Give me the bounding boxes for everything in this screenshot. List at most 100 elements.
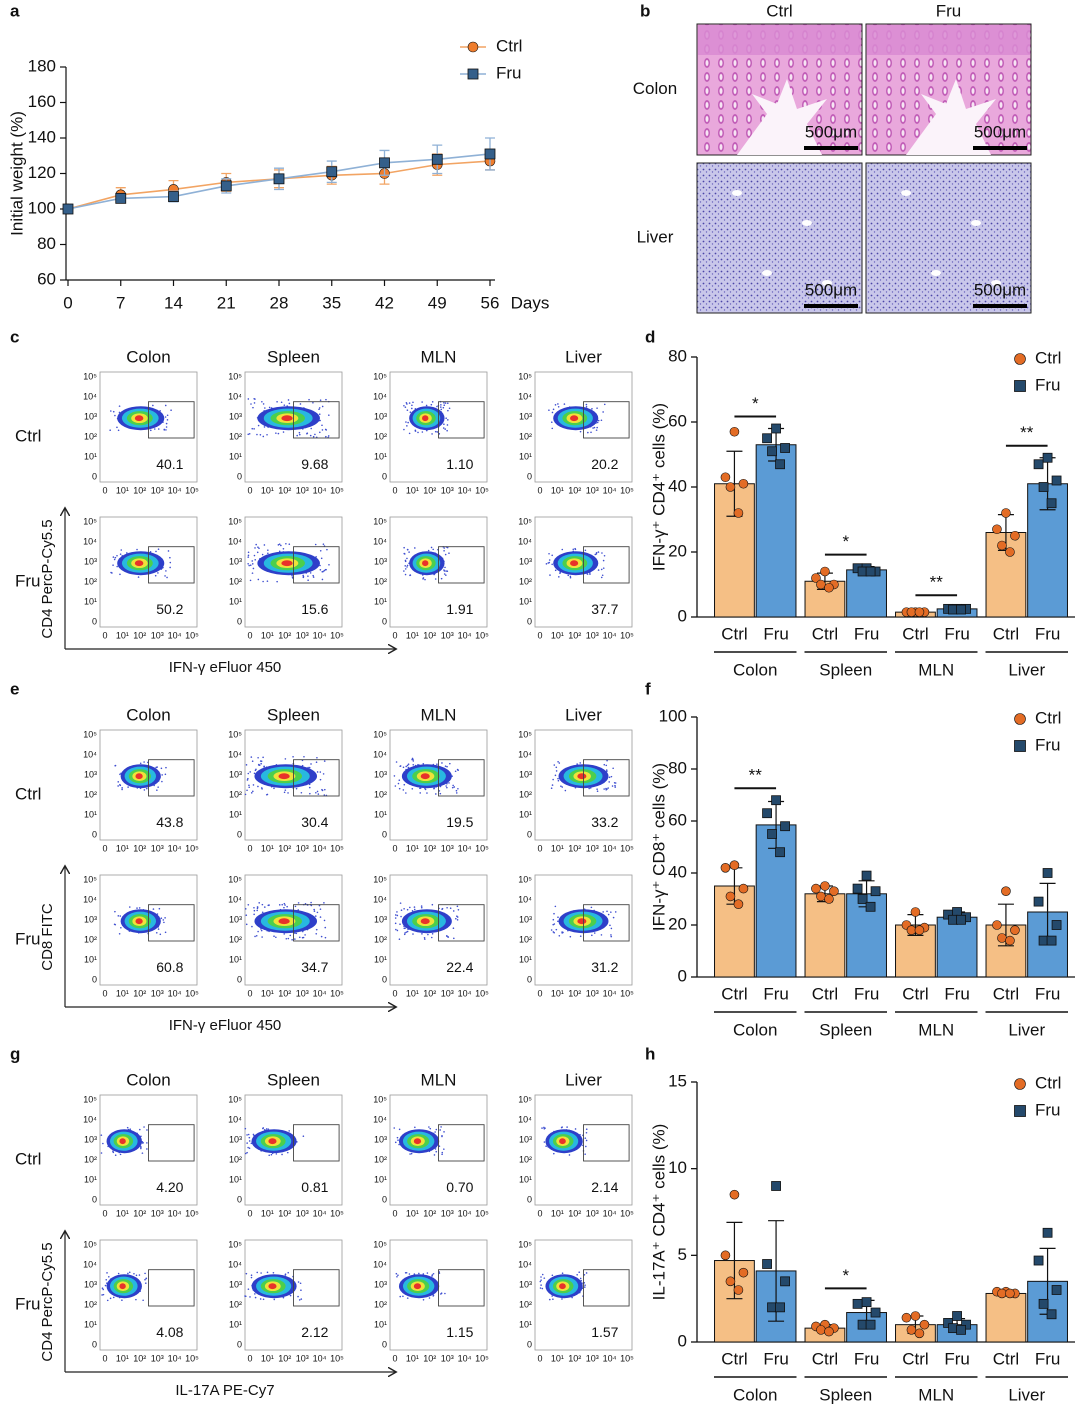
event-dot bbox=[261, 936, 263, 938]
event-dot bbox=[129, 1128, 132, 1131]
marker bbox=[1014, 713, 1026, 725]
y-tick-label: 10¹ bbox=[84, 451, 97, 461]
x-tick-label: 10² bbox=[278, 843, 291, 853]
event-dot bbox=[442, 406, 445, 409]
event-dot bbox=[456, 916, 459, 918]
event-dot bbox=[288, 402, 291, 405]
gate-percentage: 40.1 bbox=[156, 456, 183, 472]
event-dot bbox=[550, 929, 553, 931]
event-dot bbox=[246, 1151, 248, 1154]
event-dot bbox=[550, 421, 553, 424]
event-dot bbox=[284, 758, 287, 760]
event-dot bbox=[256, 551, 259, 554]
event-dot bbox=[552, 408, 555, 411]
event-dot bbox=[551, 784, 554, 786]
bar bbox=[714, 885, 755, 978]
x-tick-label: 0 bbox=[247, 843, 252, 853]
group-label: Colon bbox=[733, 1385, 777, 1404]
event-dot bbox=[299, 403, 302, 405]
event-dot bbox=[312, 401, 314, 404]
event-dot bbox=[265, 793, 268, 796]
event-dot bbox=[324, 926, 327, 929]
event-dot bbox=[114, 1154, 117, 1156]
event-dot bbox=[444, 553, 447, 556]
vessel bbox=[822, 280, 832, 286]
event-dot bbox=[412, 763, 415, 766]
y-tick-label: 10² bbox=[84, 789, 97, 799]
event-dot bbox=[411, 909, 414, 912]
event-dot bbox=[403, 933, 406, 936]
x-tick-label: 10² bbox=[423, 1208, 436, 1218]
event-dot bbox=[393, 1127, 396, 1129]
event-dot bbox=[600, 568, 603, 571]
event-dot bbox=[272, 1271, 275, 1274]
event-dot bbox=[258, 547, 260, 550]
event-dot bbox=[308, 766, 311, 769]
event-dot bbox=[540, 1279, 542, 1281]
event-dot bbox=[163, 921, 165, 924]
y-tick-label: 0 bbox=[382, 974, 387, 984]
event-dot bbox=[307, 579, 309, 582]
density-contour bbox=[570, 560, 579, 567]
event-dot bbox=[257, 764, 260, 766]
event-dot bbox=[298, 1299, 301, 1301]
x-tick-label: 10⁵ bbox=[185, 988, 199, 998]
event-dot bbox=[319, 399, 322, 401]
event-dot bbox=[322, 570, 324, 573]
event-dot bbox=[432, 1272, 435, 1275]
event-dot bbox=[394, 917, 397, 919]
event-dot bbox=[157, 786, 159, 788]
bar bbox=[846, 569, 887, 618]
x-tick-label: 0 bbox=[247, 988, 252, 998]
row-label: Colon bbox=[633, 79, 677, 98]
event-dot bbox=[114, 764, 116, 767]
bar bbox=[936, 916, 978, 978]
y-tick-label: 10¹ bbox=[229, 1174, 242, 1184]
x-tick-label: 10¹ bbox=[551, 1208, 564, 1218]
event-dot bbox=[144, 1282, 147, 1284]
event-dot bbox=[567, 574, 570, 577]
x-tick-label: 10⁴ bbox=[603, 843, 617, 853]
event-dot bbox=[545, 563, 548, 565]
group-label: Liver bbox=[1008, 660, 1045, 679]
y-tick-label: 10³ bbox=[229, 769, 242, 779]
event-dot bbox=[561, 1272, 564, 1275]
x-tick-label: 10² bbox=[568, 988, 581, 998]
category-label: Fru bbox=[1035, 1349, 1061, 1368]
event-dot bbox=[165, 766, 167, 769]
event-dot bbox=[142, 1299, 144, 1302]
y-tick-label: 15 bbox=[668, 1071, 687, 1090]
event-dot bbox=[402, 766, 405, 769]
event-dot bbox=[109, 429, 111, 432]
event-dot bbox=[399, 923, 401, 925]
event-dot bbox=[550, 787, 553, 790]
event-dot bbox=[400, 909, 403, 912]
event-dot bbox=[574, 1128, 577, 1130]
x-tick-label: 10⁴ bbox=[458, 1353, 472, 1363]
event-dot bbox=[316, 911, 319, 914]
marker bbox=[720, 1250, 731, 1261]
y-tick-label: 10³ bbox=[229, 914, 242, 924]
x-axis-label: Days bbox=[511, 293, 550, 312]
gate-percentage: 34.7 bbox=[301, 959, 328, 975]
event-dot bbox=[603, 763, 606, 766]
row-label: Ctrl bbox=[15, 1149, 41, 1168]
gate-percentage: 50.2 bbox=[156, 601, 183, 617]
marker bbox=[467, 41, 479, 53]
event-dot bbox=[596, 407, 598, 409]
event-dot bbox=[399, 765, 401, 768]
density-contour bbox=[422, 560, 429, 567]
event-dot bbox=[325, 568, 327, 571]
marker bbox=[1010, 530, 1020, 541]
y-tick-label: 0 bbox=[382, 1194, 387, 1204]
event-dot bbox=[314, 543, 317, 546]
y-tick-label: 10¹ bbox=[374, 954, 387, 964]
event-dot bbox=[263, 765, 265, 768]
event-dot bbox=[119, 915, 122, 917]
y-tick-label: 10² bbox=[229, 1299, 242, 1309]
event-dot bbox=[553, 912, 555, 915]
event-dot bbox=[449, 762, 451, 765]
event-dot bbox=[309, 434, 312, 437]
y-tick-label: 0 bbox=[237, 1339, 242, 1349]
marker bbox=[914, 607, 925, 617]
